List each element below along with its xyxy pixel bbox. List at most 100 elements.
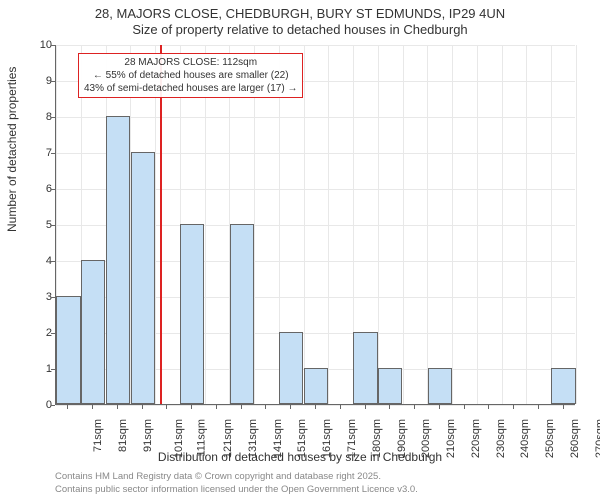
x-tick-mark: [365, 405, 366, 409]
x-tick-mark: [488, 405, 489, 409]
gridline-h: [56, 45, 575, 46]
y-tick-label: 2: [38, 327, 52, 339]
y-tick-mark: [51, 405, 55, 406]
x-tick-mark: [315, 405, 316, 409]
histogram-bar: [279, 332, 303, 404]
y-tick-label: 0: [38, 399, 52, 411]
gridline-v: [155, 45, 156, 404]
x-tick-mark: [563, 405, 564, 409]
gridline-v: [378, 45, 379, 404]
x-tick-label: 91sqm: [142, 419, 154, 452]
histogram-bar: [56, 296, 80, 404]
x-tick-label: 240sqm: [519, 419, 531, 458]
x-tick-mark: [92, 405, 93, 409]
x-tick-label: 141sqm: [272, 419, 284, 458]
histogram-bar: [304, 368, 328, 404]
x-tick-label: 151sqm: [297, 419, 309, 458]
histogram-bar: [551, 368, 575, 404]
y-tick-mark: [51, 261, 55, 262]
gridline-v: [304, 45, 305, 404]
y-tick-mark: [51, 297, 55, 298]
histogram-bar: [353, 332, 377, 404]
x-tick-label: 131sqm: [247, 419, 259, 458]
x-tick-mark: [513, 405, 514, 409]
y-tick-label: 9: [38, 75, 52, 87]
x-tick-label: 230sqm: [495, 419, 507, 458]
x-tick-mark: [67, 405, 68, 409]
x-tick-label: 220sqm: [470, 419, 482, 458]
histogram-bar: [378, 368, 402, 404]
annotation-property: 28 MAJORS CLOSE: 112sqm: [84, 56, 297, 69]
gridline-v: [205, 45, 206, 404]
x-tick-label: 190sqm: [396, 419, 408, 458]
chart-title-description: Size of property relative to detached ho…: [0, 22, 600, 37]
gridline-v: [254, 45, 255, 404]
gridline-v: [576, 45, 577, 404]
footer-copyright: Contains HM Land Registry data © Crown c…: [55, 471, 418, 483]
y-tick-mark: [51, 45, 55, 46]
x-tick-label: 101sqm: [173, 419, 185, 458]
y-tick-mark: [51, 225, 55, 226]
x-tick-label: 250sqm: [544, 419, 556, 458]
plot-area: 28 MAJORS CLOSE: 112sqm ← 55% of detache…: [55, 45, 575, 405]
gridline-v: [502, 45, 503, 404]
gridline-v: [551, 45, 552, 404]
x-tick-mark: [265, 405, 266, 409]
x-tick-mark: [142, 405, 143, 409]
y-tick-label: 7: [38, 147, 52, 159]
y-tick-label: 10: [38, 39, 52, 51]
y-tick-label: 8: [38, 111, 52, 123]
y-tick-mark: [51, 333, 55, 334]
x-tick-label: 161sqm: [321, 419, 333, 458]
annotation-smaller: ← 55% of detached houses are smaller (22…: [84, 69, 297, 82]
y-tick-mark: [51, 117, 55, 118]
gridline-v: [452, 45, 453, 404]
histogram-bar: [106, 116, 130, 404]
y-tick-label: 4: [38, 255, 52, 267]
x-tick-mark: [216, 405, 217, 409]
x-tick-mark: [414, 405, 415, 409]
gridline-v: [526, 45, 527, 404]
x-tick-label: 210sqm: [445, 419, 457, 458]
histogram-bar: [81, 260, 105, 404]
histogram-bar: [230, 224, 254, 404]
y-tick-mark: [51, 81, 55, 82]
x-tick-label: 180sqm: [371, 419, 383, 458]
property-marker-line: [160, 45, 162, 404]
y-tick-mark: [51, 189, 55, 190]
histogram-bar: [180, 224, 204, 404]
x-tick-mark: [166, 405, 167, 409]
property-annotation: 28 MAJORS CLOSE: 112sqm ← 55% of detache…: [78, 53, 303, 98]
gridline-v: [328, 45, 329, 404]
x-tick-label: 171sqm: [346, 419, 358, 458]
x-tick-mark: [290, 405, 291, 409]
histogram-bar: [428, 368, 452, 404]
annotation-larger: 43% of semi-detached houses are larger (…: [84, 82, 297, 95]
x-tick-label: 111sqm: [196, 419, 208, 457]
y-tick-mark: [51, 153, 55, 154]
x-tick-mark: [389, 405, 390, 409]
x-tick-label: 81sqm: [117, 419, 129, 452]
y-tick-label: 3: [38, 291, 52, 303]
x-tick-label: 200sqm: [420, 419, 432, 458]
x-tick-label: 121sqm: [222, 419, 234, 458]
x-tick-mark: [117, 405, 118, 409]
x-tick-label: 270sqm: [594, 419, 600, 458]
footer-license: Contains public sector information licen…: [55, 484, 418, 496]
x-tick-mark: [241, 405, 242, 409]
gridline-v: [427, 45, 428, 404]
gridline-v: [477, 45, 478, 404]
x-tick-mark: [464, 405, 465, 409]
x-tick-mark: [439, 405, 440, 409]
x-tick-label: 71sqm: [92, 419, 104, 452]
y-tick-label: 6: [38, 183, 52, 195]
y-tick-label: 1: [38, 363, 52, 375]
gridline-v: [403, 45, 404, 404]
chart-title-address: 28, MAJORS CLOSE, CHEDBURGH, BURY ST EDM…: [0, 6, 600, 21]
y-tick-mark: [51, 369, 55, 370]
x-tick-mark: [340, 405, 341, 409]
x-tick-mark: [538, 405, 539, 409]
chart-footer: Contains HM Land Registry data © Crown c…: [55, 471, 418, 496]
y-axis-label: Number of detached properties: [5, 67, 19, 232]
gridline-h: [56, 117, 575, 118]
